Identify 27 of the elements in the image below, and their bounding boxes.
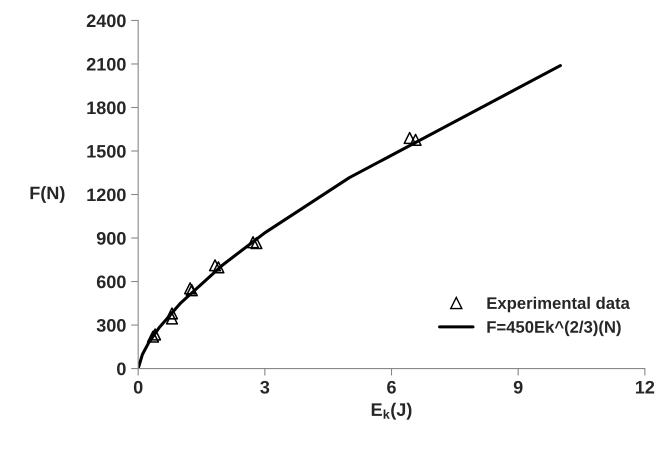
y-tick-label: 0: [117, 362, 126, 376]
y-tick-label: 2400: [86, 14, 126, 28]
legend-label: F=450Ek^(2/3)(N): [487, 320, 621, 336]
y-tick-label: 1500: [87, 144, 126, 158]
y-axis-title: F(N): [30, 186, 64, 203]
point: [146, 330, 160, 343]
x-tick-label: 6: [387, 380, 396, 394]
y-tick-label: 900: [96, 232, 126, 245]
x-tick-label: 9: [514, 380, 523, 394]
point: [166, 307, 178, 320]
y-tick-label: 600: [96, 275, 126, 288]
point: [166, 312, 178, 325]
legend-label: Experimental data: [487, 296, 630, 312]
x-axis-title: E$_{k}$(J): [372, 402, 412, 420]
point: [246, 236, 260, 248]
x-tick-label: 0: [134, 380, 142, 394]
point: [250, 236, 263, 250]
point: [208, 259, 222, 272]
y-tick-label: 1200: [87, 188, 126, 202]
point: [212, 261, 225, 274]
y-tick-label: 300: [96, 318, 126, 332]
x-tick-label: 12: [636, 380, 654, 394]
point: [409, 134, 422, 146]
point: [404, 132, 416, 144]
y-tick-label: 1800: [87, 101, 126, 114]
y-tick-label: 2100: [86, 58, 126, 71]
x-tick-label: 3: [260, 380, 270, 394]
